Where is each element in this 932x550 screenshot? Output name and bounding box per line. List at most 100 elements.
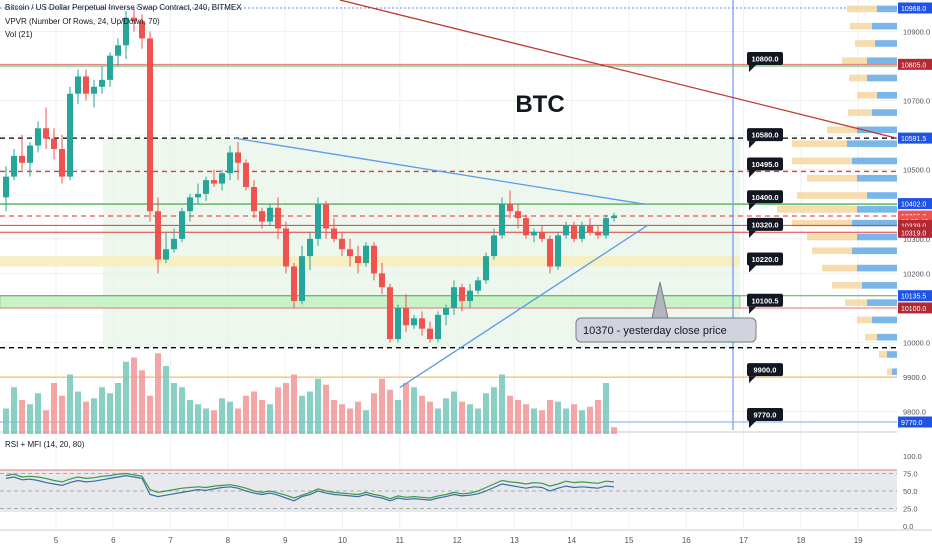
price-tag-text: 10968.0 [901,6,926,13]
candle-body [235,152,241,163]
volume-bar [131,357,137,434]
volume-bar [475,408,481,434]
time-tick: 13 [510,536,519,545]
volume-bar [27,404,33,434]
vpvr-up-row [867,192,897,199]
vpvr-down-row [832,282,862,289]
price-tag [898,416,932,428]
price-tag [898,198,932,210]
vpvr-up-row [857,206,897,213]
level-badge-text: 10580.0 [751,131,778,140]
candle-body [203,180,209,194]
volume-bar [403,383,409,434]
vpvr-down-row [855,40,875,47]
level-badge [747,157,783,171]
volume-bar [355,401,361,434]
vpvr-up-row [887,351,897,358]
volume-bar [523,404,529,434]
level-badge [747,52,783,66]
volume-bar [299,395,305,434]
time-tick: 6 [111,536,116,545]
volume-bar [259,400,265,434]
annotation-text: 10370 - yesterday close price [583,325,727,337]
vpvr-down-row [807,233,857,241]
candle-body [371,245,377,274]
candle-body [19,155,25,163]
price-tick: 10200.0 [903,269,930,278]
time-axis: 5 6 7 8 9 10 11 12 13 14 15 16 17 18 19 [0,529,932,545]
candle-body [67,93,73,177]
price-tag-text: 10100.0 [901,306,926,313]
volume-bar [531,408,537,434]
volume-bar [579,410,585,434]
volume-bar [331,400,337,434]
candle-body [483,256,489,281]
trend-lines [234,0,898,388]
vpvr-label[interactable]: VPVR (Number Of Rows, 24, Up/Down, 70) [5,17,160,26]
level-badge [747,363,783,377]
candle-body [555,235,561,267]
volume-bar [75,391,81,434]
candle-body [43,128,49,139]
time-tick: 8 [226,536,231,545]
volume-bar [187,400,193,434]
vpvr-down-row [807,174,857,182]
price-tick: 9900.0 [903,373,926,382]
candle-body [595,231,601,236]
volume-bar [347,408,353,434]
level-badge [747,217,783,231]
candle-body [603,218,609,236]
price-tag [898,302,932,314]
candle-body [507,204,513,212]
vpvr-down-row [857,91,877,99]
vpvr-up-row [867,74,897,82]
price-tag-text: 10135.5 [901,294,926,301]
candle-body [219,173,225,184]
volume-bar [67,374,73,434]
candle-body [547,238,553,267]
candle-body [315,204,321,239]
vol-label[interactable]: Vol (21) [5,30,33,39]
vpvr-up-row [892,368,897,376]
rsi-label[interactable]: RSI + MFI (14, 20, 80) [5,440,85,449]
vpvr-down-row [848,109,872,116]
vpvr-down-row [845,299,867,306]
volume-bar [483,393,489,434]
volume-bar [147,395,153,434]
candle-body [179,211,185,239]
price-tag-text: 10591.5 [901,136,926,143]
volume-bar [219,398,225,434]
vpvr-up-row [877,91,897,99]
level-badge [747,252,783,266]
volume-bar [555,401,561,434]
vpvr-down-row [792,140,847,147]
time-tick: 11 [396,536,405,545]
time-tick: 16 [682,536,691,545]
vpvr-down-row [842,57,867,65]
rsi-mfi-pane [0,469,897,512]
candle-body [51,138,57,149]
candle-body [523,218,529,236]
level-badge-tail [749,203,756,211]
candle-body [339,238,345,250]
candle-body [451,287,457,308]
annotation-callout[interactable]: 10370 - yesterday close price [575,281,757,343]
volume-bar [515,400,521,434]
price-tag [898,132,932,144]
level-badge-text: 9770.0 [754,411,777,420]
price-tag [898,58,932,70]
level-badge-text: 10220.0 [751,255,778,264]
volume-bar [11,387,17,434]
volume-bar [267,404,273,434]
volume-bar [211,410,217,434]
volume-bar [283,383,289,434]
candle-body [131,17,137,22]
candle-body [459,287,465,302]
volume-bar [427,401,433,434]
vpvr-down-row [857,316,872,324]
candle-body [227,152,233,174]
candle-body [323,204,329,229]
price-tag [898,219,932,231]
vpvr-up-row [867,299,897,306]
